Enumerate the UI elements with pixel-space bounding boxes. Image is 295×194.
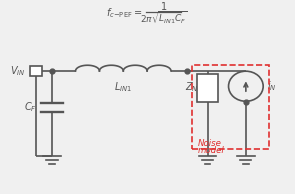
Bar (197, 74, 218, 102)
Text: Noise: Noise (197, 139, 221, 148)
Text: $V_{IN}$: $V_{IN}$ (10, 64, 26, 78)
Text: $C_F$: $C_F$ (24, 100, 37, 114)
Bar (192, 65, 269, 149)
Text: $Z_N$: $Z_N$ (185, 80, 199, 94)
Text: $2\pi\sqrt{L_{IN1}C_F}$: $2\pi\sqrt{L_{IN1}C_F}$ (140, 10, 188, 26)
Text: $i_N$: $i_N$ (267, 79, 277, 93)
Text: $f_{c\mathrm{-PEF}}=$: $f_{c\mathrm{-PEF}}=$ (106, 7, 143, 21)
Text: 1: 1 (160, 2, 167, 12)
Bar (30, 66, 42, 76)
Text: $L_{IN1}$: $L_{IN1}$ (114, 81, 132, 94)
Text: model: model (197, 146, 224, 155)
